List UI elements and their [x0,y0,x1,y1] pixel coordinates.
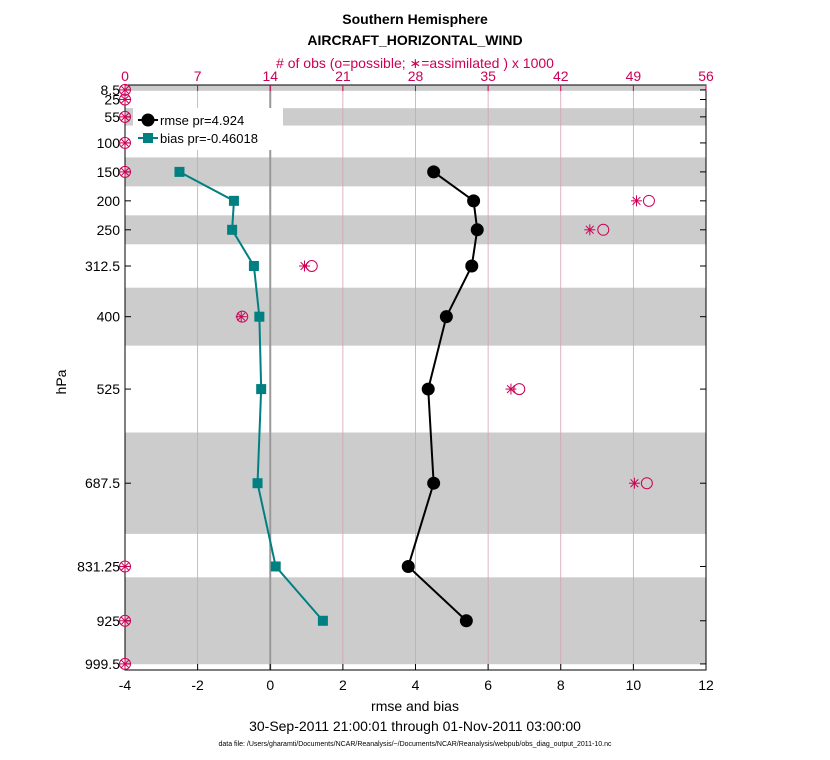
bias-point [227,224,238,235]
rmse-point [465,259,479,273]
top-tick-label: 42 [553,68,569,84]
top-tick-label: 28 [408,68,424,84]
rmse-point [439,310,453,324]
y-tick-label: 100 [97,135,121,151]
y-tick-label: 312.5 [85,258,120,274]
legend-label: bias pr=-0.46018 [160,131,258,146]
footer-file: data file: /Users/gharamti/Documents/NCA… [218,741,612,748]
obs-assimilated-marker [632,196,641,206]
x-tick-label: 0 [266,677,274,693]
x-tick-label: -4 [119,677,132,693]
obs-assimilated-marker [506,384,516,394]
chart-title: Southern Hemisphere [342,11,488,27]
y-tick-label: 8.5 [101,82,121,98]
obs-possible-marker [642,194,655,207]
y-axis-label: hPa [53,369,69,394]
top-axis-label: # of obs (o=possible; ∗=assimilated ) x … [276,55,554,71]
obs-possible-marker [640,477,653,490]
obs-assimilated-marker [120,85,130,95]
legend-label: rmse pr=4.924 [160,113,244,128]
date-range: 30-Sep-2011 21:00:01 through 01-Nov-2011… [249,718,581,734]
rmse-point [421,382,435,396]
y-tick-label: 200 [97,193,121,209]
y-tick-label: 150 [97,164,121,180]
rmse-point [467,194,481,208]
top-tick-label: 7 [194,68,202,84]
rmse-point [427,165,441,179]
x-tick-label: -2 [191,677,204,693]
rmse-point [470,223,484,237]
bias-point [317,615,328,626]
rmse-point [459,614,473,628]
y-tick-label: 525 [97,381,121,397]
obs-assimilated-marker [120,112,130,122]
top-tick-label: 0 [121,68,129,84]
bias-point [270,561,281,572]
obs-assimilated-marker [236,312,246,321]
bias-point [228,195,239,206]
x-tick-label: 2 [339,677,347,693]
bias-point [174,166,185,177]
x-tick-label: 12 [698,677,714,693]
x-tick-label: 4 [412,677,420,693]
y-tick-label: 687.5 [85,475,120,491]
bias-point [252,478,263,489]
plot-area: -4 -2 0 2 4 6 8 10 12 0 7 14 21 28 35 42 49 56 8.525 55 100 1… [77,68,714,693]
x-axis-label: rmse and bias [371,698,459,714]
legend-marker [141,113,155,127]
legend-marker [143,133,153,143]
top-tick-label: 21 [335,68,351,84]
obs-assimilated-marker [120,167,130,177]
obs-assimilated-marker [300,261,309,271]
x-tick-label: 6 [484,677,492,693]
legend: rmse pr=4.924 bias pr=-0.46018 [133,108,283,150]
top-tick-label: 56 [698,68,714,84]
obs-assimilated-marker [120,95,130,104]
x-tick-label: 10 [626,677,642,693]
y-tick-label: 250 [97,222,121,238]
rmse-point [427,476,441,490]
x-tick-label: 8 [557,677,565,693]
obs-assimilated-marker [120,616,130,626]
bias-point [256,384,267,395]
top-tick-label: 14 [262,68,278,84]
y-tick-label: 831.25 [77,558,120,574]
y-tick-label: 25 [104,91,120,107]
chart-subtitle: AIRCRAFT_HORIZONTAL_WIND [307,32,522,48]
y-tick-label: 400 [97,309,121,325]
y-tick-label: 999.5 [85,656,120,672]
obs-assimilated-marker [120,562,130,571]
y-tick-label: 55 [104,109,120,125]
top-tick-label: 49 [626,68,642,84]
rmse-point [401,559,415,573]
top-tick-label: 35 [480,68,496,84]
obs-possible-marker [597,223,610,236]
bias-point [254,311,265,322]
obs-assimilated-marker [630,478,639,488]
obs-assimilated-marker [120,138,130,148]
legend-box [133,108,283,150]
y-tick-label: 925 [97,613,121,629]
obs-assimilated-marker [585,225,595,235]
obs-assimilated-marker [120,659,130,669]
bias-point [248,261,259,272]
